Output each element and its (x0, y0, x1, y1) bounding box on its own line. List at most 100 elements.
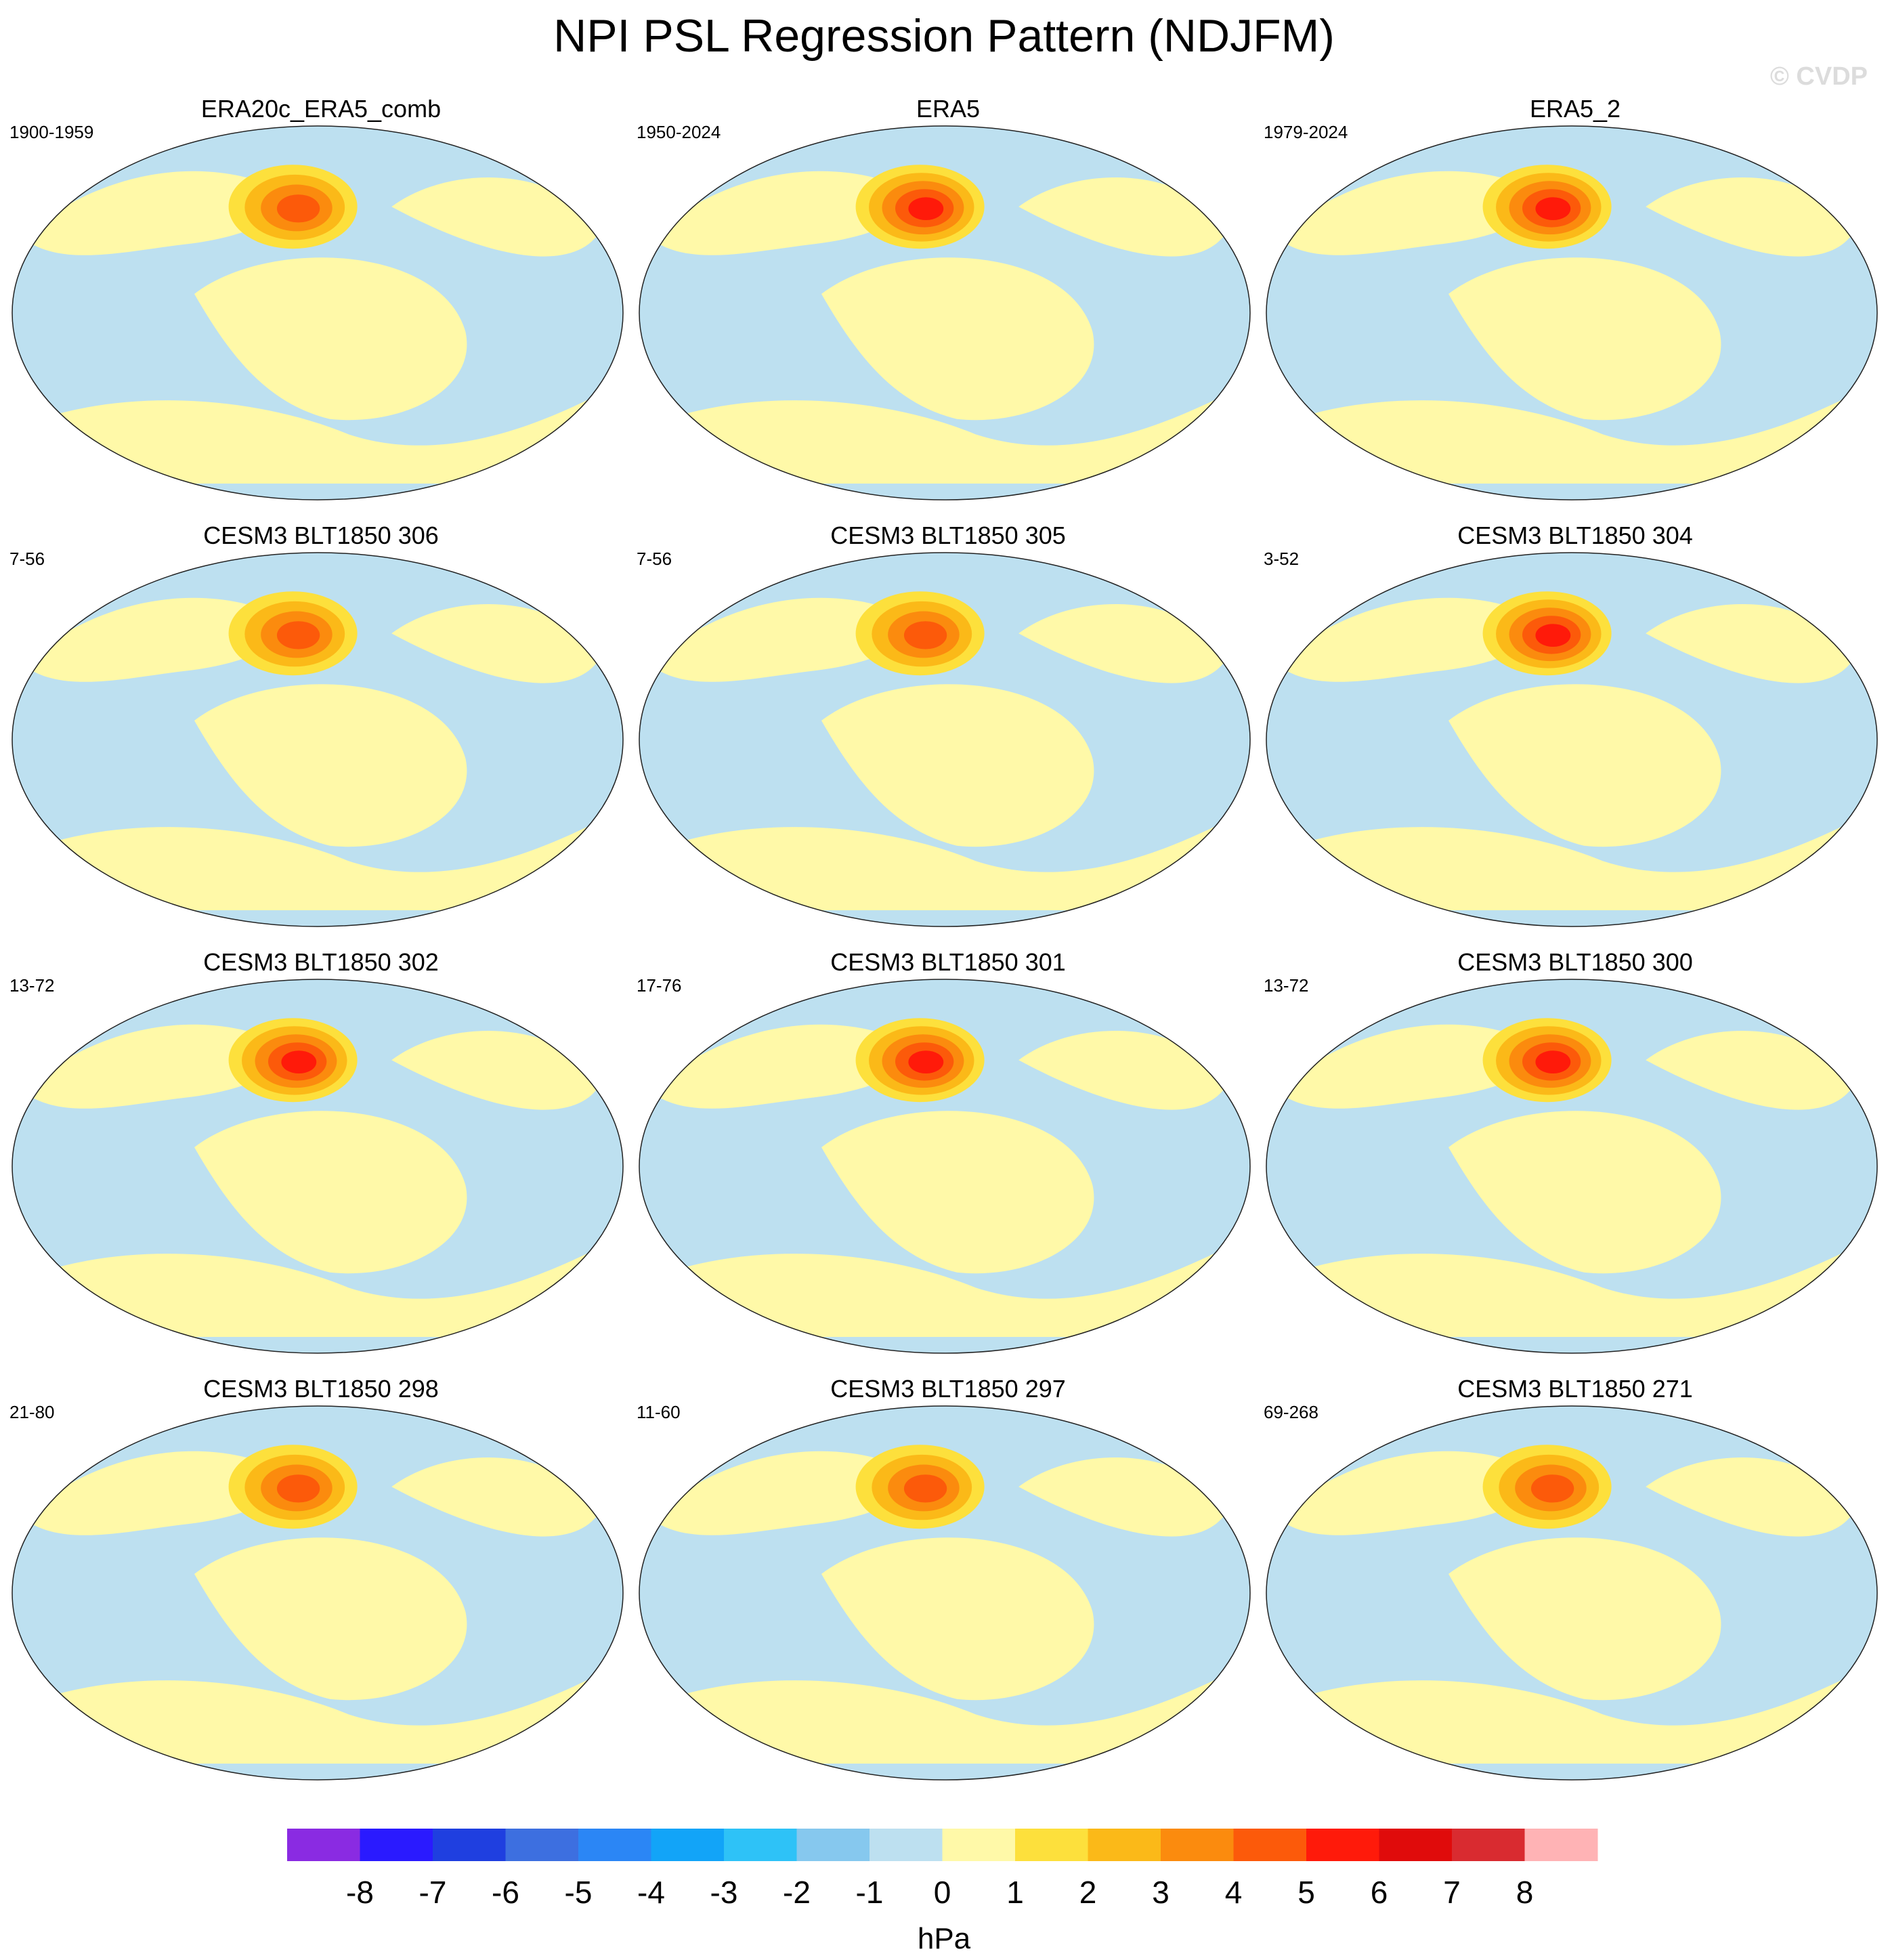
map-plot (12, 979, 624, 1354)
positive-anomaly-region (1018, 177, 1228, 257)
map-outline (1266, 552, 1878, 927)
map-outline (1266, 125, 1878, 500)
map-outline (1266, 979, 1878, 1354)
colorbar-swatch (1306, 1829, 1379, 1861)
panel-years: 21-80 (9, 1402, 55, 1422)
map-outline (639, 1405, 1251, 1781)
map-panel: ERA20c_ERA5_comb 1900-1959 (9, 95, 632, 528)
map-outline (639, 979, 1251, 1354)
positive-anomaly-region (1646, 604, 1855, 683)
colorbar-tick-label: 1 (1006, 1875, 1024, 1910)
map-plot (639, 125, 1251, 500)
colorbar-swatch (651, 1829, 725, 1861)
map-panel: CESM3 BLT1850 300 13-72 (1264, 948, 1887, 1382)
positive-anomaly-region (1646, 1031, 1855, 1110)
positive-anomaly-region (194, 1537, 467, 1701)
positive-anomaly-region (649, 1451, 909, 1535)
aleutian-contour (1530, 1474, 1574, 1503)
colorbar-tick-label: -6 (492, 1875, 519, 1910)
panel-years: 11-60 (637, 1402, 681, 1422)
positive-anomaly-region (649, 1024, 909, 1109)
colorbar-tick-label: -7 (419, 1875, 447, 1910)
colorbar-tick-label: 5 (1297, 1875, 1315, 1910)
positive-anomaly-region (391, 604, 601, 683)
colorbar-swatch (796, 1829, 870, 1861)
panel-years: 1979-2024 (1264, 122, 1348, 142)
aleutian-contour (281, 1050, 317, 1074)
colorbar-swatch (287, 1829, 360, 1861)
map-panel: CESM3 BLT1850 271 69-268 (1264, 1375, 1887, 1808)
positive-anomaly-region (22, 171, 282, 255)
map-outline (1266, 1405, 1878, 1781)
panel-title: CESM3 BLT1850 304 (1457, 521, 1693, 549)
colorbar-swatch (505, 1829, 579, 1861)
positive-anomaly-region (194, 257, 467, 421)
colorbar-tick-label: -4 (637, 1875, 665, 1910)
positive-anomaly-region (1266, 1676, 1877, 1764)
cvdp-watermark: © CVDP (1769, 62, 1868, 91)
panel-title: CESM3 BLT1850 306 (203, 521, 439, 549)
positive-anomaly-region (1018, 1457, 1228, 1537)
colorbar-tick-label: 4 (1225, 1875, 1243, 1910)
colorbar-swatch (1452, 1829, 1525, 1861)
colorbar-swatch (1524, 1829, 1598, 1861)
colorbar-swatch (1161, 1829, 1234, 1861)
positive-anomaly-region (821, 1111, 1094, 1274)
map-outline (12, 1405, 624, 1781)
aleutian-contour (908, 197, 944, 221)
map-outline (12, 125, 624, 500)
colorbar-tick-label: -3 (710, 1875, 738, 1910)
map-plot (639, 979, 1251, 1354)
aleutian-contour (903, 621, 947, 649)
positive-anomaly-region (649, 171, 909, 255)
colorbar-swatch (1233, 1829, 1307, 1861)
panel-years: 69-268 (1264, 1402, 1318, 1422)
positive-anomaly-region (1646, 177, 1855, 257)
colorbar-tick-label: 2 (1079, 1875, 1097, 1910)
map-plot (639, 1405, 1251, 1781)
positive-anomaly-region (1276, 597, 1536, 682)
positive-anomaly-region (639, 1250, 1250, 1337)
aleutian-contour (276, 194, 320, 223)
map-panel: CESM3 BLT1850 305 7-56 (637, 521, 1260, 955)
positive-anomaly-region (1449, 257, 1721, 421)
positive-anomaly-region (22, 1451, 282, 1535)
positive-anomaly-region (821, 1537, 1094, 1701)
panel-years: 1950-2024 (637, 122, 721, 142)
map-plot (1266, 125, 1878, 500)
positive-anomaly-region (22, 1024, 282, 1109)
panel-years: 3-52 (1264, 549, 1300, 569)
positive-anomaly-region (1449, 684, 1721, 847)
map-outline (12, 552, 624, 927)
panel-title: CESM3 BLT1850 302 (203, 948, 439, 976)
positive-anomaly-region (1018, 1031, 1228, 1110)
map-panel: CESM3 BLT1850 306 7-56 (9, 521, 632, 955)
positive-anomaly-region (1276, 171, 1536, 255)
map-plot (12, 1405, 624, 1781)
positive-anomaly-region (639, 1676, 1250, 1764)
panel-years: 17-76 (637, 975, 682, 996)
aleutian-contour (1535, 197, 1571, 221)
aleutian-contour (276, 1474, 320, 1503)
colorbar-tick-label: 8 (1516, 1875, 1534, 1910)
map-panel: CESM3 BLT1850 298 21-80 (9, 1375, 632, 1808)
panel-title: ERA5 (916, 95, 981, 123)
positive-anomaly-region (12, 1676, 623, 1764)
map-panel: CESM3 BLT1850 301 17-76 (637, 948, 1260, 1382)
colorbar-tick-label: 3 (1152, 1875, 1170, 1910)
positive-anomaly-region (1266, 823, 1877, 910)
colorbar-swatch (433, 1829, 506, 1861)
colorbar-tick-label: -5 (565, 1875, 593, 1910)
map-outline (639, 125, 1251, 500)
aleutian-contour (1535, 624, 1571, 647)
main-title: NPI PSL Regression Pattern (NDJFM) (553, 10, 1335, 62)
colorbar: -8 -7 -6 -5 -4 -3 -2 -1 0 1 2 3 4 5 6 7 8 (287, 1829, 1598, 1910)
colorbar-swatch (360, 1829, 433, 1861)
positive-anomaly-region (821, 257, 1094, 421)
panel-title: CESM3 BLT1850 301 (830, 948, 1066, 976)
positive-anomaly-region (12, 396, 623, 484)
aleutian-contour (276, 621, 320, 649)
map-plot (1266, 1405, 1878, 1781)
panel-years: 7-56 (637, 549, 672, 569)
map-outline (12, 979, 624, 1354)
